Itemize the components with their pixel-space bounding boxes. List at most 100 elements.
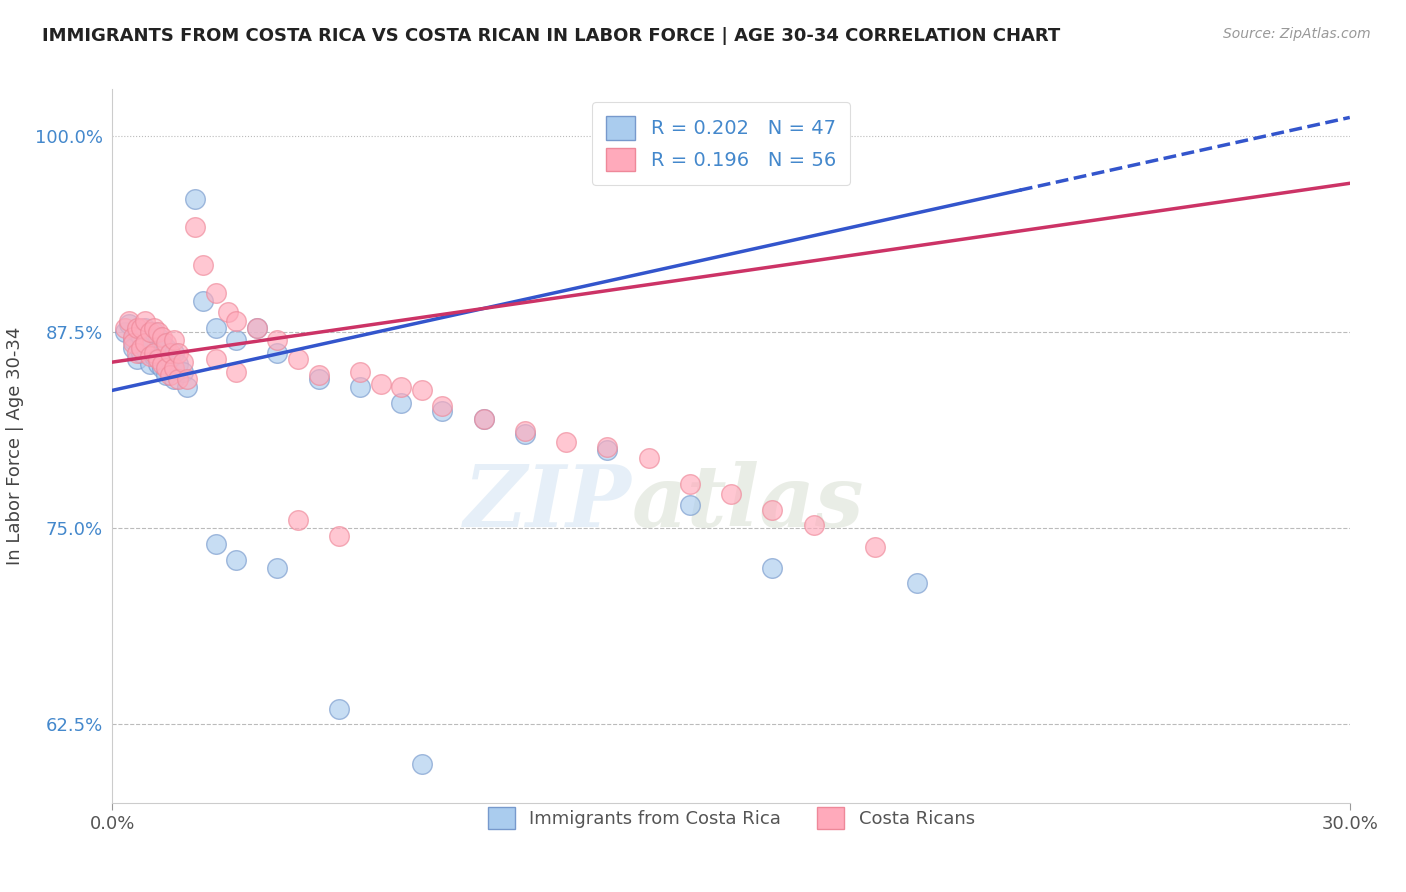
Point [204, 351, 226, 366]
Text: ZIP: ZIP [464, 461, 633, 545]
Point [637, 450, 659, 465]
Point [150, 357, 173, 371]
Point [596, 442, 619, 457]
Point [349, 364, 371, 378]
Point [266, 560, 288, 574]
Point [176, 380, 198, 394]
Point [134, 314, 156, 328]
Point [150, 336, 173, 351]
Point [720, 487, 742, 501]
Point [134, 320, 156, 334]
Point [146, 326, 169, 340]
Point [472, 411, 495, 425]
Point [472, 411, 495, 425]
Point [127, 345, 149, 359]
Point [679, 477, 702, 491]
Point [865, 540, 887, 554]
Point [146, 357, 169, 371]
Point [225, 552, 247, 566]
Point [159, 345, 181, 359]
Point [193, 293, 215, 308]
Point [150, 330, 173, 344]
Point [155, 341, 177, 355]
Point [370, 377, 392, 392]
Point [172, 364, 194, 378]
Point [127, 351, 149, 366]
Point [349, 380, 371, 394]
Point [127, 320, 149, 334]
Point [905, 576, 928, 591]
Y-axis label: In Labor Force | Age 30-34: In Labor Force | Age 30-34 [6, 326, 24, 566]
Point [159, 351, 181, 366]
Point [225, 333, 247, 347]
Point [131, 341, 153, 355]
Point [146, 330, 169, 344]
Point [176, 372, 198, 386]
Point [411, 384, 433, 398]
Point [225, 364, 247, 378]
Point [163, 333, 186, 347]
Point [163, 361, 186, 376]
Point [225, 314, 247, 328]
Point [217, 305, 239, 319]
Point [246, 320, 269, 334]
Text: Source: ZipAtlas.com: Source: ZipAtlas.com [1223, 27, 1371, 41]
Point [150, 361, 173, 376]
Point [432, 399, 454, 413]
Point [122, 336, 145, 351]
Point [138, 357, 160, 371]
Point [134, 336, 156, 351]
Point [679, 498, 702, 512]
Point [118, 314, 141, 328]
Point [122, 330, 145, 344]
Point [138, 326, 160, 340]
Point [167, 372, 190, 386]
Point [184, 192, 207, 206]
Point [389, 380, 412, 394]
Point [204, 286, 226, 301]
Point [513, 424, 536, 438]
Point [131, 320, 153, 334]
Legend: Immigrants from Costa Rica, Costa Ricans: Immigrants from Costa Rica, Costa Ricans [481, 800, 981, 837]
Point [596, 440, 619, 454]
Point [803, 518, 825, 533]
Text: atlas: atlas [633, 461, 865, 545]
Point [155, 368, 177, 382]
Point [122, 341, 145, 355]
Point [114, 320, 136, 334]
Point [204, 537, 226, 551]
Point [138, 349, 160, 363]
Point [142, 345, 165, 359]
Point [555, 435, 578, 450]
Point [167, 345, 190, 359]
Point [122, 333, 145, 347]
Point [287, 351, 309, 366]
Text: IMMIGRANTS FROM COSTA RICA VS COSTA RICAN IN LABOR FORCE | AGE 30-34 CORRELATION: IMMIGRANTS FROM COSTA RICA VS COSTA RICA… [42, 27, 1060, 45]
Point [134, 341, 156, 355]
Point [204, 320, 226, 334]
Point [266, 345, 288, 359]
Point [308, 368, 330, 382]
Point [142, 349, 165, 363]
Point [184, 220, 207, 235]
Point [266, 333, 288, 347]
Point [328, 529, 350, 543]
Point [118, 318, 141, 332]
Point [411, 756, 433, 771]
Point [328, 702, 350, 716]
Point [761, 502, 783, 516]
Point [127, 326, 149, 340]
Point [389, 396, 412, 410]
Point [172, 355, 194, 369]
Point [131, 345, 153, 359]
Point [163, 345, 186, 359]
Point [163, 372, 186, 386]
Point [308, 372, 330, 386]
Point [432, 403, 454, 417]
Point [761, 560, 783, 574]
Point [146, 351, 169, 366]
Point [142, 320, 165, 334]
Point [138, 333, 160, 347]
Point [114, 326, 136, 340]
Point [513, 427, 536, 442]
